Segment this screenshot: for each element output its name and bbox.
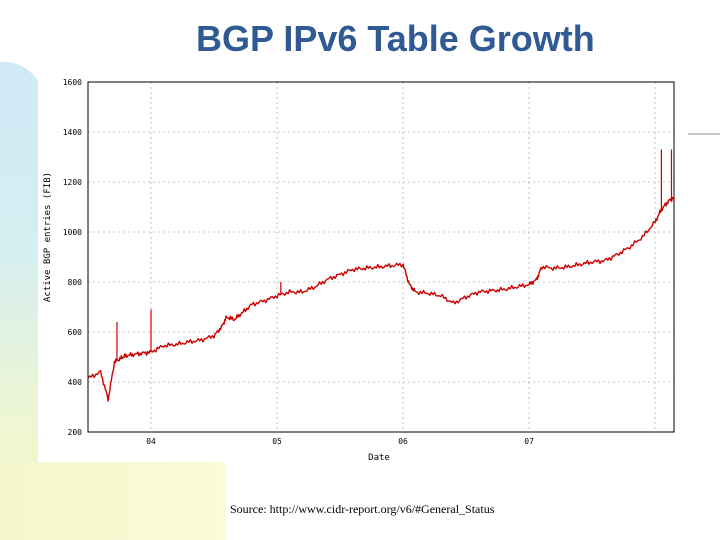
y-axis-label: Active BGP entries (FIB) — [43, 172, 53, 302]
y-tick-label: 200 — [68, 428, 83, 437]
y-tick-label: 1600 — [63, 78, 82, 87]
slide-title: BGP IPv6 Table Growth — [196, 18, 595, 59]
x-tick-label: 07 — [524, 437, 534, 446]
y-tick-label: 800 — [68, 278, 83, 287]
x-tick-label: 04 — [146, 437, 156, 446]
y-tick-label: 1400 — [63, 128, 82, 137]
series-line — [87, 196, 675, 402]
y-tick-label: 1200 — [63, 178, 82, 187]
y-tick-label: 600 — [68, 328, 83, 337]
bottom-gradient-bar — [0, 462, 226, 540]
plot-border — [87, 81, 675, 433]
source-caption: Source: http://www.cidr-report.org/v6/#G… — [230, 502, 495, 516]
decorative-rule — [688, 133, 720, 135]
left-gradient-bar — [0, 62, 44, 540]
x-tick-label: 05 — [272, 437, 282, 446]
x-axis-label: Date — [368, 453, 390, 462]
chart-container: 1600 1400 1200 1000 800 600 400 200 04 05 06 07 Ac… — [38, 64, 678, 463]
bgp-growth-chart: 1600 1400 1200 1000 800 600 400 200 04 05 06 07 Ac… — [43, 78, 675, 463]
y-tick-label: 1000 — [63, 228, 82, 237]
series-spikes — [116, 149, 673, 361]
y-tick-labels: 1600 1400 1200 1000 800 600 400 200 — [63, 78, 82, 437]
y-tick-label: 400 — [68, 378, 83, 387]
chart-axes — [87, 81, 675, 433]
x-tick-labels: 04 05 06 07 — [146, 437, 534, 446]
chart-grid — [88, 81, 674, 433]
x-tick-label: 06 — [398, 437, 408, 446]
